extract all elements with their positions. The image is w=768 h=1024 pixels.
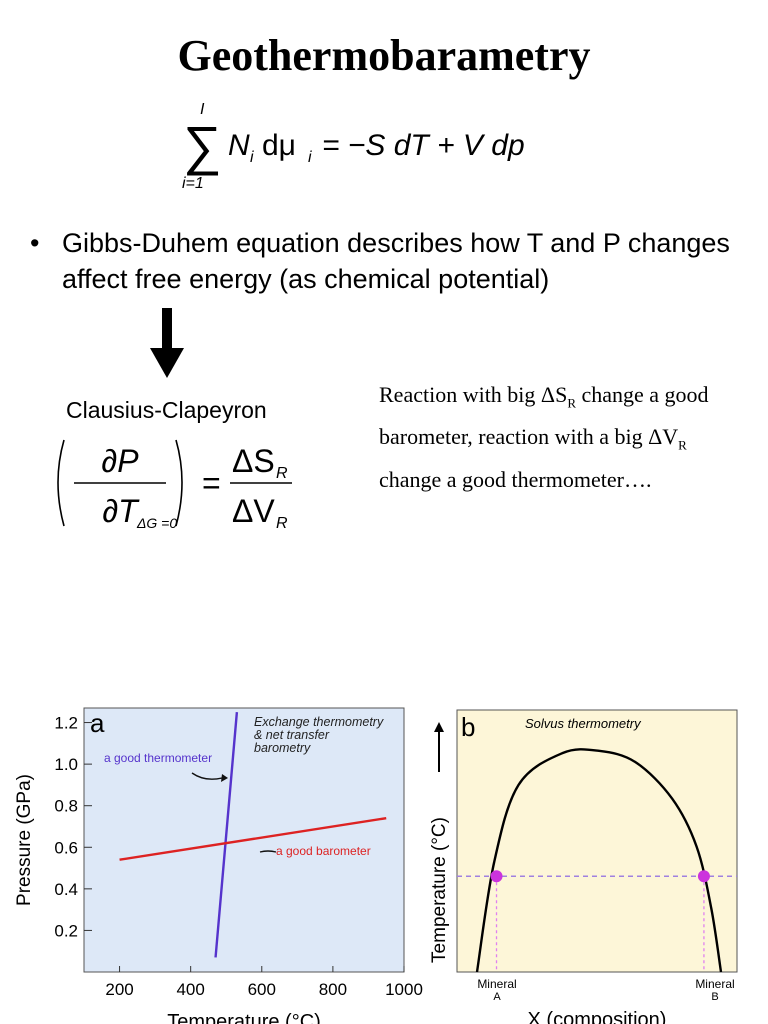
chart-a: a Exchange thermometry& net transferbaro… (14, 707, 423, 1024)
chart-a-panel-label: a (90, 708, 105, 738)
eq-d-mu: dμ (262, 129, 296, 162)
equals-sign: = (202, 465, 221, 501)
clausius-clapeyron-equation: ∂P ∂T ΔG =0 = ΔS R ΔV R (57, 439, 292, 532)
delta-s-sub: R (276, 465, 288, 482)
chart-a-title-line: & net transfer (254, 728, 330, 742)
side-note: Reaction with big ΔSR change a good baro… (379, 378, 739, 497)
chart-a-title-line: barometry (254, 741, 311, 755)
chart-a-title-line: Exchange thermometry (254, 715, 384, 729)
delta-v: ΔV (232, 493, 275, 529)
delta-s: ΔS (232, 443, 275, 479)
partial-p: ∂P (101, 443, 139, 479)
side-note-sub2: R (678, 437, 687, 453)
eq-rhs: = −S dT + V dp (322, 129, 525, 162)
delta-v-sub: R (276, 515, 288, 532)
thermometer-annotation: a good thermometer (104, 751, 212, 765)
bullet-text: Gibbs-Duhem equation describes how T and… (62, 228, 730, 294)
chart-b-title: Solvus thermometry (525, 716, 642, 731)
side-note-part3: change a good thermometer…. (379, 466, 652, 492)
end-label-letter: B (711, 991, 718, 1003)
chart-b: b Solvus thermometry Temperature (°C) Mi… (429, 709, 738, 1024)
chart-a-ytick-label: 1.2 (54, 714, 78, 733)
mineral-b-point (697, 870, 710, 883)
chart-a-xtick-label: 1000 (385, 980, 423, 999)
thermometer-pointer (191, 772, 223, 780)
sum-upper-limit: I (200, 101, 205, 118)
bullet-marker: • (30, 228, 40, 258)
end-label: Mineral (477, 977, 516, 991)
end-label: Mineral (695, 977, 734, 991)
summation-sign: ∑ (183, 116, 222, 176)
partial-t: ∂T (102, 493, 140, 529)
chart-a-xtick-label: 200 (105, 980, 133, 999)
eq-mu-sub: i (308, 149, 312, 166)
chart-a-ytick-label: 0.8 (54, 797, 78, 816)
chart-a-ytick-label: 0.4 (54, 880, 78, 899)
clausius-clapeyron-label: Clausius-Clapeyron (66, 397, 267, 423)
barometer-annotation: a good barometer (276, 844, 371, 858)
chart-b-panel-label: b (461, 712, 475, 742)
eq-body-sub: i (250, 149, 254, 166)
barometer-line (119, 816, 387, 861)
condition-subscript: ΔG =0 (136, 515, 177, 531)
chart-a-ytick-label: 1.0 (54, 755, 78, 774)
chart-a-xlabel: Temperature (°C) (167, 1011, 321, 1024)
chart-a-ylabel: Pressure (GPa) (14, 774, 35, 906)
side-note-part1: Reaction with big ΔS (379, 382, 568, 407)
down-arrow-icon (150, 308, 184, 378)
side-note-sub1: R (567, 395, 576, 411)
chart-a-title: Exchange thermometry& net transferbarome… (254, 715, 384, 755)
eq-body: N (228, 129, 250, 162)
gibbs-duhem-equation: I ∑ i=1 N i dμ i = −S dT + V dp (182, 101, 525, 192)
chart-b-xlabel: X (composition) (528, 1009, 667, 1024)
barometer-pointer (259, 850, 277, 853)
chart-a-xtick-label: 400 (176, 980, 204, 999)
chart-a-ytick-label: 0.6 (54, 838, 78, 857)
chart-b-ylabel: Temperature (°C) (429, 817, 450, 963)
mineral-a-point (490, 870, 503, 883)
side-note-part2: change a good barometer, reaction with a… (379, 382, 709, 450)
chart-a-xtick-label: 600 (248, 980, 276, 999)
thermometer-line (214, 712, 239, 958)
chart-b-yaxis-arrowhead-icon (434, 722, 444, 732)
sum-lower-limit: i=1 (182, 175, 204, 192)
thermometer-pointer-head-icon (221, 774, 228, 782)
chart-a-ytick-label: 0.2 (54, 921, 78, 940)
chart-a-xtick-label: 800 (319, 980, 347, 999)
page-title: Geothermobarametry (177, 31, 591, 80)
chart-b-plot-area (456, 709, 738, 973)
end-label-letter: A (493, 991, 501, 1003)
